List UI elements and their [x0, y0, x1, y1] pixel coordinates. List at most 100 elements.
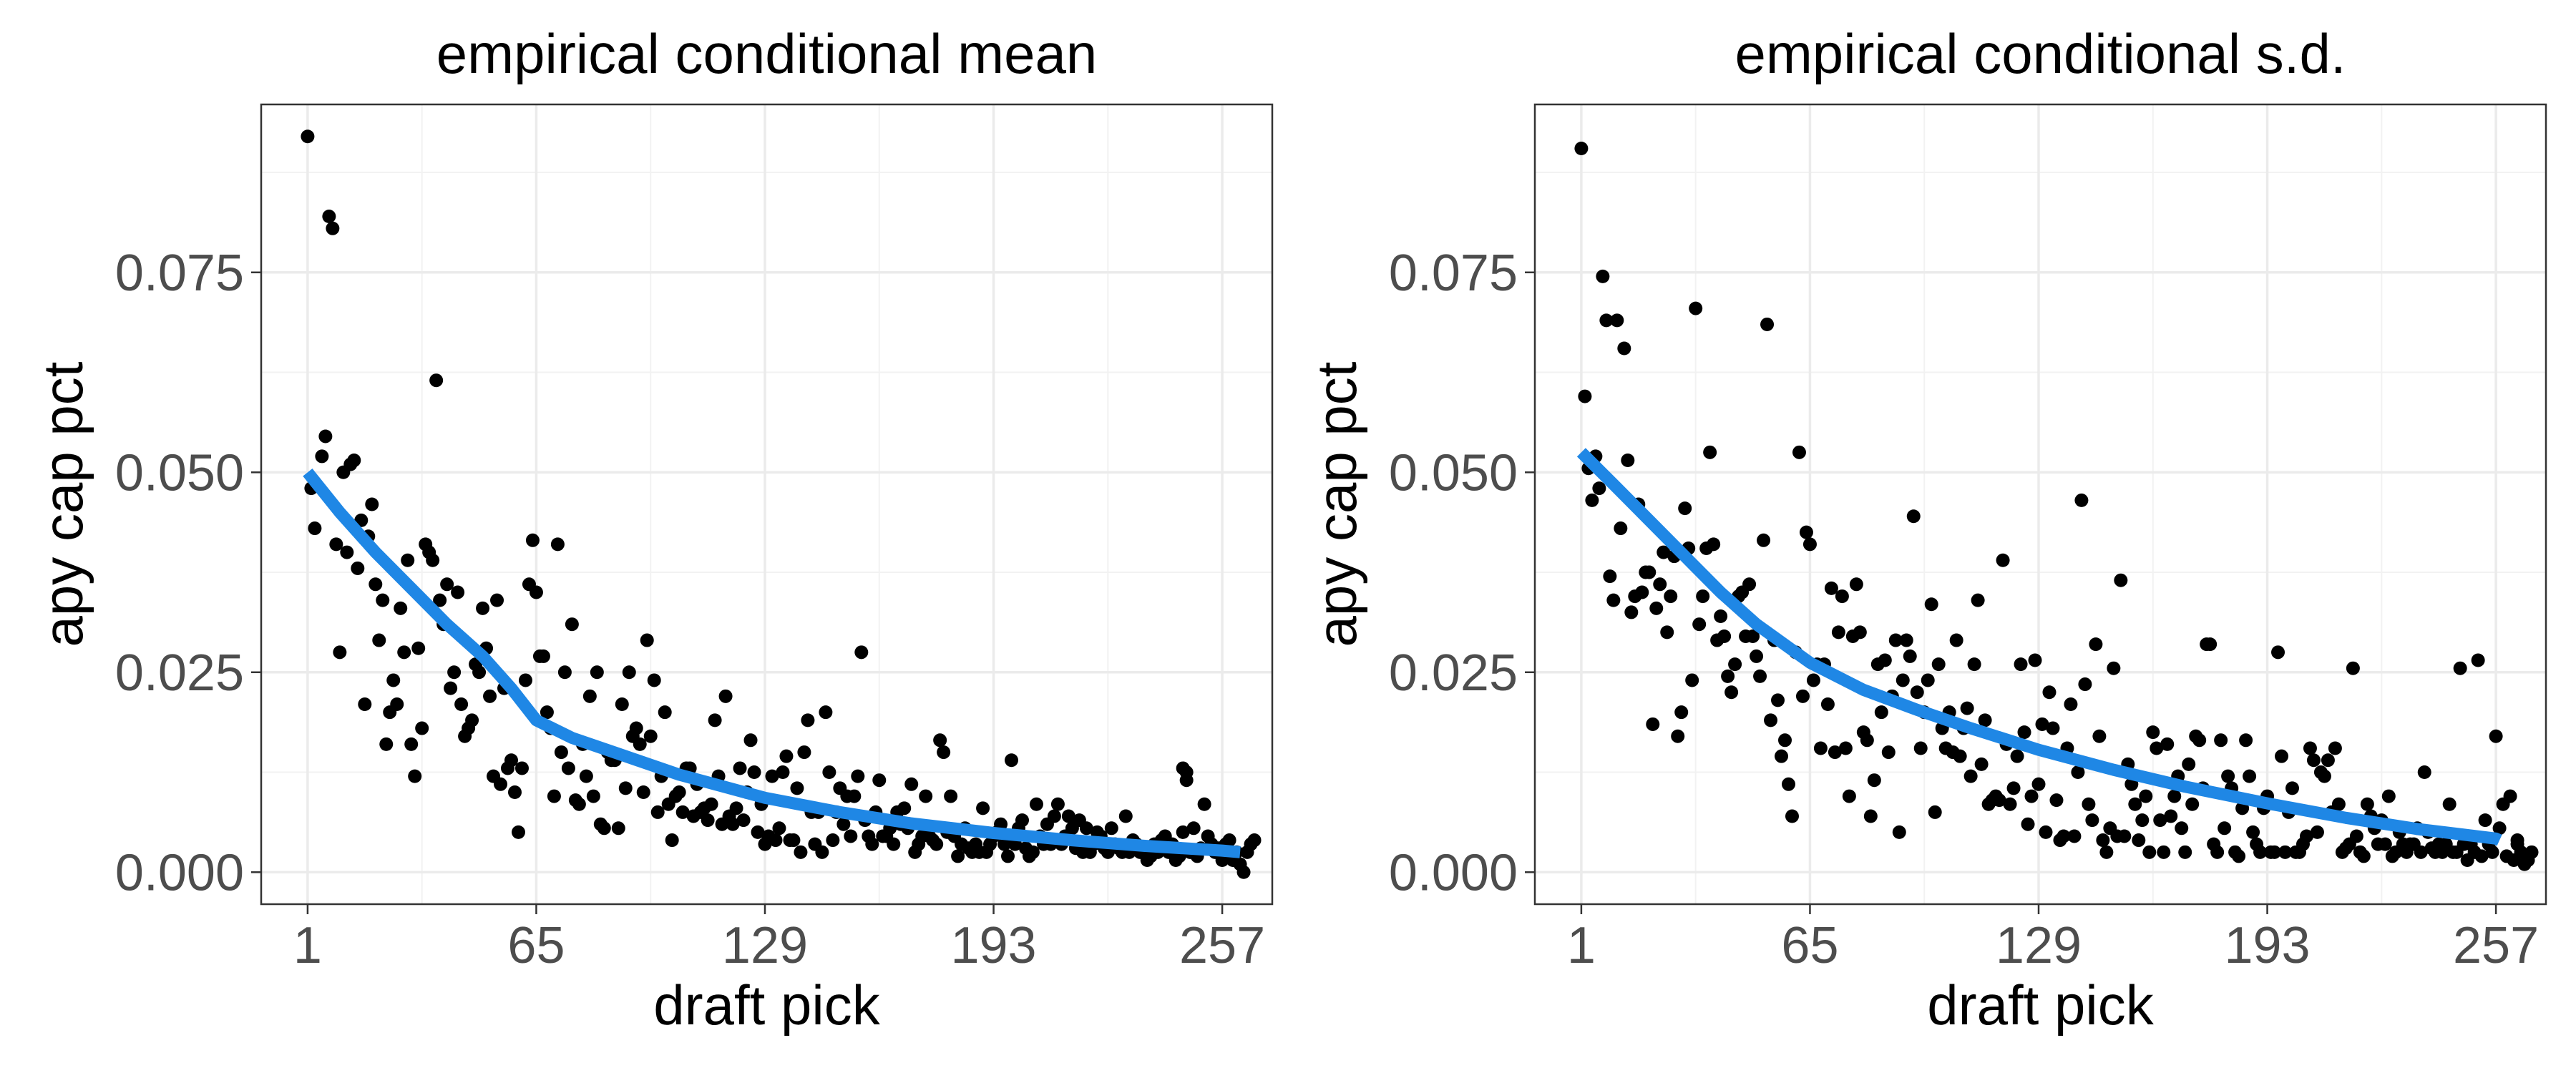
- data-point: [429, 373, 444, 388]
- data-point: [819, 705, 833, 720]
- data-point: [2167, 789, 2182, 803]
- data-point: [1867, 773, 1881, 788]
- data-point: [1874, 705, 1888, 720]
- data-point: [708, 713, 722, 727]
- data-point: [1878, 653, 1892, 667]
- data-point: [665, 833, 679, 848]
- data-point: [2221, 769, 2235, 783]
- data-point: [1978, 713, 1992, 727]
- data-point: [2046, 721, 2060, 735]
- data-point: [736, 813, 751, 828]
- y-axis-title: apy cap pct: [1305, 361, 1368, 647]
- data-point: [2035, 717, 2049, 731]
- data-point: [2471, 653, 2485, 667]
- data-point: [590, 665, 604, 680]
- data-point: [2321, 753, 2335, 768]
- data-point: [1842, 789, 1856, 803]
- data-point: [2107, 661, 2121, 675]
- y-tick-label: 0.075: [1389, 245, 1518, 302]
- x-axis-title: draft pick: [653, 974, 880, 1037]
- data-point: [2478, 813, 2492, 828]
- data-point: [411, 641, 426, 655]
- data-point: [2210, 845, 2225, 859]
- data-point: [540, 705, 554, 720]
- data-point: [2214, 733, 2228, 748]
- x-tick-label: 65: [1781, 917, 1838, 974]
- data-point: [1617, 341, 1631, 356]
- data-point: [2203, 637, 2218, 652]
- data-point: [2153, 813, 2167, 828]
- data-point: [1967, 657, 1981, 672]
- data-point: [944, 789, 958, 803]
- y-tick-label: 0.050: [1389, 444, 1518, 501]
- data-point: [1689, 301, 1703, 315]
- y-axis-title: apy cap pct: [31, 361, 94, 647]
- data-point: [729, 801, 743, 815]
- data-point: [1118, 809, 1133, 823]
- data-point: [2178, 845, 2192, 859]
- data-point: [536, 649, 550, 663]
- data-point: [2142, 845, 2157, 859]
- data-point: [1029, 797, 1043, 811]
- x-tick-label: 65: [507, 917, 565, 974]
- data-point: [2049, 793, 2064, 808]
- data-point: [1806, 673, 1820, 687]
- data-point: [618, 781, 633, 795]
- data-point: [315, 449, 329, 464]
- data-point: [2042, 685, 2057, 700]
- data-point: [347, 454, 361, 468]
- data-point: [1247, 833, 1262, 848]
- data-point: [2285, 781, 2300, 795]
- data-point: [822, 765, 836, 780]
- data-point: [794, 845, 808, 859]
- data-point: [1960, 701, 1974, 715]
- data-point: [2146, 725, 2160, 740]
- data-point: [2082, 797, 2096, 811]
- data-point: [2031, 777, 2046, 791]
- data-point: [1792, 445, 1806, 459]
- data-point: [2349, 829, 2363, 843]
- data-point: [615, 697, 629, 711]
- data-point: [2239, 733, 2253, 748]
- data-point: [340, 545, 354, 559]
- data-point: [1664, 589, 1678, 604]
- data-point: [1753, 669, 1767, 683]
- data-point: [2099, 845, 2114, 859]
- data-point: [2510, 833, 2524, 848]
- data-point: [629, 721, 643, 735]
- data-point: [786, 833, 801, 848]
- data-point: [2089, 637, 2103, 652]
- data-point: [1222, 833, 1236, 848]
- data-point: [326, 221, 340, 235]
- data-point: [1795, 689, 1810, 703]
- data-point: [2306, 753, 2321, 768]
- data-point: [1596, 269, 1610, 283]
- data-point: [433, 593, 447, 607]
- data-point: [582, 689, 597, 703]
- data-point: [2175, 821, 2189, 836]
- fit-curve: [303, 468, 1241, 858]
- data-point: [765, 769, 779, 783]
- y-tick-label: 0.025: [115, 645, 244, 702]
- data-point: [369, 577, 383, 592]
- data-point: [1585, 493, 1599, 507]
- data-point: [1653, 577, 1667, 592]
- data-point: [2278, 845, 2293, 859]
- data-point: [1015, 813, 1029, 828]
- data-point: [2442, 797, 2457, 811]
- data-point: [1974, 757, 1989, 771]
- data-point: [597, 821, 611, 836]
- data-point: [790, 781, 804, 795]
- panel-border: [1533, 103, 2547, 906]
- data-point: [451, 585, 465, 599]
- data-point: [2074, 493, 2089, 507]
- data-point: [1913, 741, 1928, 755]
- data-point: [2275, 749, 2289, 763]
- data-point: [1176, 761, 1190, 775]
- data-point: [2128, 797, 2142, 811]
- data-point: [572, 797, 586, 811]
- data-point: [557, 665, 572, 680]
- data-point: [919, 789, 933, 803]
- data-point: [2132, 833, 2146, 848]
- plot-background: [1535, 104, 2546, 904]
